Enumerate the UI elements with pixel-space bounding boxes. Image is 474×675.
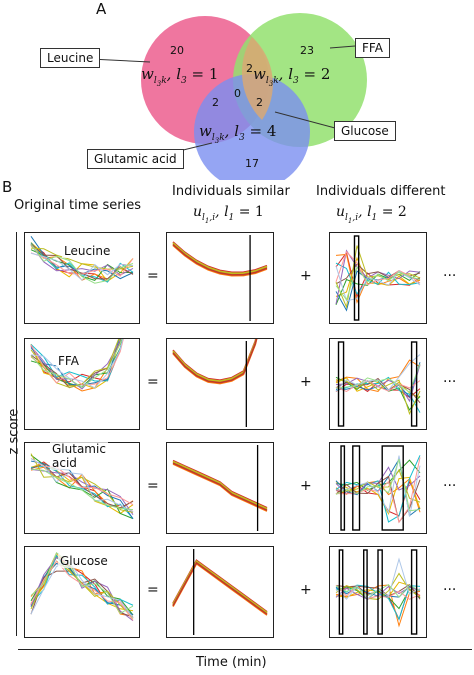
venn-count-ffa-bottom: 2 [256, 96, 263, 109]
panel-b-letter: B [2, 178, 13, 196]
equals-sign-1: = [147, 268, 159, 284]
ellipsis-2: ··· [443, 374, 457, 390]
venn-weight-ffa: wl3k, l3 = 2 [253, 65, 331, 88]
ellipsis-1: ··· [443, 268, 457, 284]
different-plot-1 [329, 232, 427, 324]
x-axis-line [18, 649, 472, 650]
different-plot-2 [329, 338, 427, 430]
venn-weight-leucine: wl3k, l3 = 1 [141, 65, 219, 88]
venn-label-ffa: FFA [355, 38, 390, 58]
venn-label-glutamic: Glutamic acid [87, 149, 184, 169]
venn-circle-glutamic [194, 74, 310, 180]
similar-plot-1 [166, 232, 274, 324]
row-label-line1: Glutamic [52, 442, 106, 456]
different-plot-4 [329, 546, 427, 638]
original-plot-4 [24, 546, 140, 638]
similar-plot-4 [166, 546, 274, 638]
plus-sign-3: + [300, 478, 312, 494]
venn-count-glutamic: 17 [245, 157, 259, 170]
col-header-similar-eq: ul1,i, l1 = 1 [193, 204, 264, 225]
venn-count-center: 0 [234, 87, 241, 100]
equals-sign-4: = [147, 582, 159, 598]
y-axis-label: z score [6, 408, 22, 455]
row-label-3: Glutamic acid [50, 442, 108, 470]
venn-label-leucine: Leucine [40, 48, 101, 68]
row-label-4: Glucose [58, 554, 110, 568]
original-plot-2 [24, 338, 140, 430]
equals-sign-2: = [147, 374, 159, 390]
panel-a-letter: A [96, 0, 107, 18]
y-axis-bracket [16, 232, 17, 636]
venn-weight-glutamic: wl3k, l3 = 4 [199, 122, 277, 145]
plus-sign-4: + [300, 582, 312, 598]
ellipsis-3: ··· [443, 478, 457, 494]
venn-overlap-leucine-ffa [241, 37, 273, 120]
plus-sign-2: + [300, 374, 312, 390]
venn-label-glucose: Glucose [334, 121, 396, 141]
ellipsis-4: ··· [443, 582, 457, 598]
venn-count-leucine: 20 [170, 44, 184, 57]
different-plot-3 [329, 442, 427, 534]
venn-count-leucine-bottom: 2 [212, 96, 219, 109]
col-header-similar: Individuals similar [172, 184, 290, 199]
plus-sign-1: + [300, 268, 312, 284]
row-label-2: FFA [56, 354, 81, 368]
venn-diagram [69, 13, 367, 180]
equals-sign-3: = [147, 478, 159, 494]
x-axis-label: Time (min) [196, 655, 267, 670]
venn-count-ffa: 23 [300, 44, 314, 57]
similar-plot-3 [166, 442, 274, 534]
col-header-different-eq: ul1,i, l1 = 2 [336, 204, 407, 225]
venn-count-leucine-ffa: 2 [246, 62, 253, 75]
row-label-line2: acid [52, 456, 77, 470]
col-header-different: Individuals different [316, 184, 446, 199]
similar-plot-2 [166, 338, 274, 430]
row-label-1: Leucine [62, 244, 113, 258]
col-header-original: Original time series [14, 198, 142, 213]
